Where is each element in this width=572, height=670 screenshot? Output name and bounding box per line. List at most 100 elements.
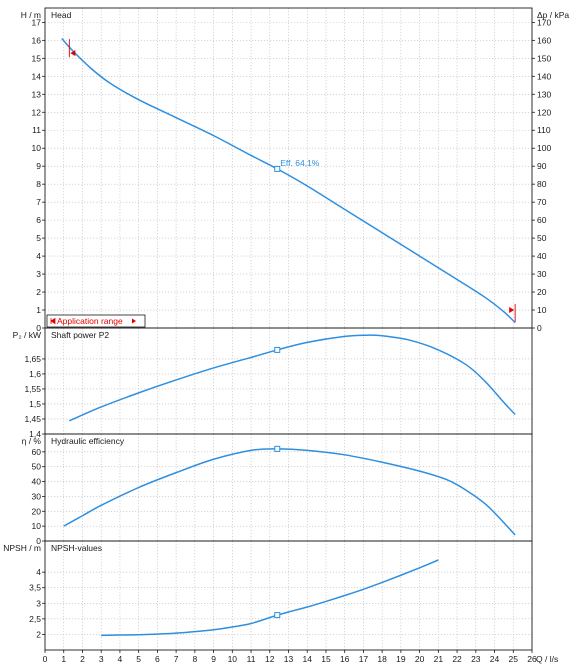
x-tick-label: 5: [136, 654, 141, 664]
x-axis-label: Q / l/s: [536, 654, 558, 664]
x-tick-label: 23: [471, 654, 481, 664]
y2-tick-label: 0: [537, 323, 542, 333]
y2-tick-label: 20: [537, 287, 547, 297]
curve-layer: [61, 38, 516, 637]
head-ytick-label: 7: [36, 197, 41, 207]
y2-tick-label: 70: [537, 197, 547, 207]
x-tick-label: 22: [452, 654, 462, 664]
head-ytick-label: 14: [32, 71, 42, 81]
head-ytick-label: 12: [32, 107, 42, 117]
y2-tick-label: 60: [537, 215, 547, 225]
head-ytick-label: 6: [36, 215, 41, 225]
y2-tick-label: 130: [537, 89, 551, 99]
x-tick-label: 14: [302, 654, 312, 664]
x-tick-label: 18: [377, 654, 387, 664]
efficiency-ytick-label: 60: [32, 447, 42, 457]
y2-tick-label: 120: [537, 107, 551, 117]
power-ytick-label: 1,4: [29, 429, 41, 439]
y2-tick-label: 40: [537, 251, 547, 261]
efficiency-series-line: [63, 448, 516, 536]
power-ytick-label: 1,65: [24, 354, 41, 364]
application-range-end-flag: [509, 307, 515, 314]
power-ytick-label: 1,6: [29, 369, 41, 379]
head-ytick-label: 13: [32, 89, 42, 99]
head-ytick-label: 8: [36, 179, 41, 189]
efficiency-panel-title: Hydraulic efficiency: [51, 436, 125, 446]
efficiency-annotation: Eff. 64,1%: [280, 158, 320, 168]
head-ytick-label: 11: [32, 125, 41, 135]
y2-tick-label: 80: [537, 179, 547, 189]
head-ytick-label: 4: [36, 251, 41, 261]
x-tick-label: 10: [228, 654, 238, 664]
label-layer: 0123456789101112131415161701020304050607…: [3, 10, 569, 664]
npsh-ytick-label: 4: [36, 567, 41, 577]
head-ytick-label: 15: [32, 53, 42, 63]
efficiency-y-axis-label: η / %: [22, 436, 42, 446]
x-tick-label: 15: [321, 654, 331, 664]
y2-tick-label: 90: [537, 161, 547, 171]
y2-axis-label: Δp / kPa: [537, 10, 569, 20]
head-ytick-label: 17: [32, 17, 42, 27]
y2-tick-label: 150: [537, 53, 551, 63]
power-ytick-label: 1,5: [29, 399, 41, 409]
npsh-panel-title: NPSH-values: [51, 543, 102, 553]
application-range-legend-icon: [50, 317, 56, 325]
x-tick-label: 19: [396, 654, 406, 664]
head-ytick-label: 9: [36, 161, 41, 171]
x-tick-label: 4: [118, 654, 123, 664]
x-tick-label: 8: [192, 654, 197, 664]
power-panel-title: Shaft power P2: [51, 330, 109, 340]
x-tick-label: 17: [359, 654, 369, 664]
application-range-legend-label: Application range: [57, 316, 123, 326]
head-ytick-label: 0: [36, 323, 41, 333]
y2-tick-label: 110: [537, 125, 551, 135]
head-ytick-label: 2: [36, 287, 41, 297]
npsh-ytick-label: 2: [36, 629, 41, 639]
efficiency-ytick-label: 20: [32, 506, 42, 516]
head-ytick-label: 1: [36, 305, 41, 315]
y2-tick-label: 10: [537, 305, 547, 315]
x-tick-label: 7: [174, 654, 179, 664]
y2-tick-label: 170: [537, 17, 551, 27]
application-range-start-flag: [70, 50, 76, 57]
efficiency-ytick-label: 40: [32, 477, 42, 487]
grid-layer: [45, 8, 533, 650]
x-tick-label: 6: [155, 654, 160, 664]
head-duty-point-marker: [274, 165, 281, 172]
x-tick-label: 0: [43, 654, 48, 664]
x-tick-label: 26: [527, 654, 537, 664]
npsh-ytick-label: 3: [36, 598, 41, 608]
y2-tick-label: 100: [537, 143, 551, 153]
y2-tick-label: 30: [537, 269, 547, 279]
power-duty-point-marker: [274, 346, 281, 353]
npsh-ytick-label: 2,5: [29, 614, 41, 624]
application-range-legend-icon-end: [132, 318, 136, 324]
y2-tick-label: 160: [537, 35, 551, 45]
x-tick-label: 16: [340, 654, 350, 664]
npsh-ytick-label: 3,5: [29, 583, 41, 593]
head-y-axis-label: H / m: [21, 10, 41, 20]
frame-layer: [42, 7, 535, 653]
npsh-duty-point-marker: [274, 612, 281, 619]
efficiency-ytick-label: 10: [32, 521, 42, 531]
power-y-axis-label: P₂ / kW: [13, 330, 41, 340]
head-ytick-label: 16: [32, 35, 42, 45]
efficiency-ytick-label: 30: [32, 491, 42, 501]
x-tick-label: 13: [284, 654, 294, 664]
x-tick-label: 1: [61, 654, 66, 664]
x-tick-label: 12: [265, 654, 275, 664]
npsh-y-axis-label: NPSH / m: [3, 543, 41, 553]
x-tick-label: 25: [509, 654, 519, 664]
power-ytick-label: 1,45: [24, 414, 41, 424]
efficiency-ytick-label: 50: [32, 462, 42, 472]
head-ytick-label: 10: [32, 143, 42, 153]
x-tick-label: 24: [490, 654, 500, 664]
power-ytick-label: 1,55: [24, 384, 41, 394]
y2-tick-label: 140: [537, 71, 551, 81]
application-range-legend-box: [46, 314, 146, 328]
x-tick-label: 9: [211, 654, 216, 664]
head-panel-title: Head: [51, 10, 72, 20]
y2-tick-label: 50: [537, 233, 547, 243]
head-ytick-label: 5: [36, 233, 41, 243]
